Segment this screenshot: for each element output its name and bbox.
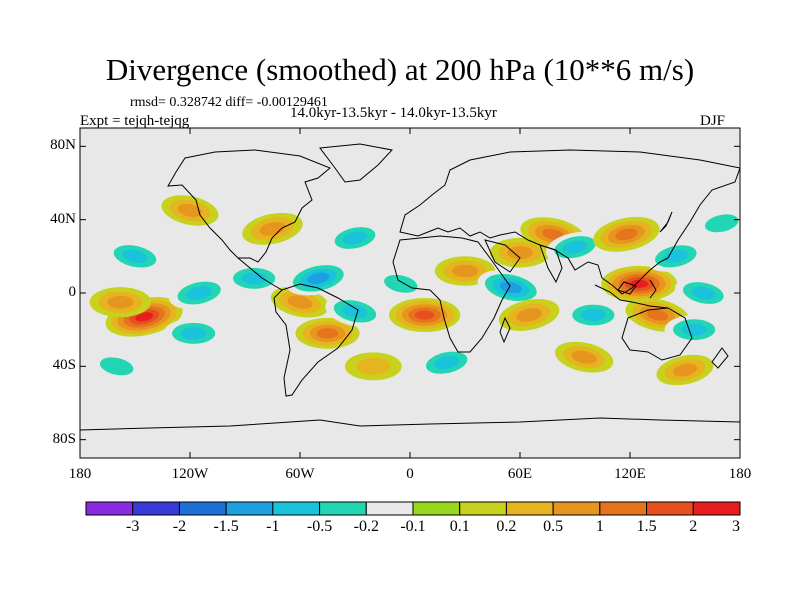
colorbar-swatch bbox=[692, 501, 741, 516]
anomaly-contour bbox=[342, 231, 368, 245]
anomaly-contour bbox=[663, 249, 689, 263]
colorbar-label: 0.2 bbox=[496, 518, 517, 535]
lon-label: 180 bbox=[728, 466, 752, 482]
lon-label: 60W bbox=[285, 466, 315, 482]
colorbar-swatch bbox=[132, 501, 180, 516]
anomaly-contour bbox=[99, 357, 134, 376]
anomaly-contour bbox=[691, 286, 716, 300]
colorbar-label: 2 bbox=[689, 518, 698, 535]
colorbar-label: -2 bbox=[172, 518, 187, 535]
colorbar-swatch bbox=[412, 501, 461, 516]
colorbar-label: 1.5 bbox=[636, 518, 657, 535]
anomaly-contour bbox=[704, 214, 739, 233]
coast-india bbox=[539, 244, 563, 284]
stats-line: rmsd= 0.328742 diff= -0.00129461 bbox=[130, 95, 328, 110]
colorbar-swatch bbox=[646, 501, 694, 516]
axis-ticks bbox=[79, 128, 741, 458]
lon-label: 0 bbox=[406, 466, 414, 482]
figure-title: Divergence (smoothed) at 200 hPa (10**6 … bbox=[105, 52, 695, 87]
coast-north-america bbox=[167, 149, 331, 263]
colorbar-swatch bbox=[272, 501, 321, 516]
season-label: DJF bbox=[700, 113, 726, 129]
colorbar-label: 0.5 bbox=[543, 518, 564, 535]
colorbar-swatch bbox=[365, 501, 414, 516]
anomaly-contour bbox=[414, 310, 435, 320]
coast-new-zealand bbox=[711, 347, 729, 369]
colorbar-swatch bbox=[459, 501, 507, 516]
anomaly-field bbox=[88, 195, 740, 386]
colorbar-label: -3 bbox=[126, 518, 140, 535]
lat-label: 40S bbox=[52, 357, 76, 374]
experiment-line: Expt = tejqh-tejqg bbox=[80, 113, 190, 129]
anomaly-contour bbox=[107, 295, 134, 309]
anomaly-contour bbox=[672, 363, 698, 377]
anomaly-contour bbox=[122, 249, 148, 264]
colorbar-label: 3 bbox=[732, 518, 740, 535]
coast-australia bbox=[621, 307, 693, 361]
colorbar-label: -0.2 bbox=[353, 518, 379, 535]
colorbar-label: -1 bbox=[266, 518, 280, 535]
anomaly-contour bbox=[342, 304, 368, 319]
coastlines bbox=[80, 143, 740, 431]
coast-arabia bbox=[484, 239, 521, 273]
period-line: 14.0kyr-13.5kyr - 14.0kyr-13.5kyr bbox=[290, 105, 497, 121]
anomaly-contour bbox=[580, 308, 607, 322]
coast-madagascar bbox=[499, 316, 511, 344]
anomaly-contour bbox=[434, 356, 460, 370]
lat-label: 80S bbox=[52, 430, 76, 447]
anomaly-contour bbox=[615, 228, 638, 241]
coast-eurasia bbox=[399, 149, 740, 295]
anomaly-contour bbox=[499, 281, 522, 294]
anomaly-contour bbox=[646, 309, 669, 321]
anomaly-contour bbox=[384, 274, 418, 293]
coast-japan bbox=[659, 211, 673, 233]
anomaly-contour bbox=[177, 204, 203, 217]
anomaly-contour bbox=[135, 312, 154, 322]
coast-south-america bbox=[273, 283, 359, 397]
anomaly-contour bbox=[507, 246, 533, 259]
coast-africa bbox=[392, 235, 511, 353]
anomaly-contour bbox=[571, 350, 597, 364]
colorbar bbox=[85, 501, 741, 516]
colorbar-label: 0.1 bbox=[449, 518, 470, 535]
colorbar-swatch bbox=[225, 501, 274, 516]
colorbar-label: -1.5 bbox=[213, 518, 239, 535]
lon-label: 120E bbox=[614, 466, 646, 482]
anomaly-contour bbox=[180, 327, 207, 340]
anomaly-contour bbox=[186, 286, 213, 300]
lon-label: 60E bbox=[507, 466, 533, 482]
colorbar-label: 1 bbox=[595, 518, 604, 535]
anomaly-contour bbox=[356, 357, 391, 375]
anomaly-contour bbox=[452, 264, 478, 278]
coast-greenland bbox=[319, 143, 393, 183]
anomaly-contour bbox=[287, 295, 313, 309]
coast-antarctica bbox=[80, 417, 740, 431]
anomaly-contour bbox=[516, 308, 543, 322]
anomaly-contour bbox=[241, 272, 267, 285]
lat-label: 80N bbox=[50, 137, 76, 154]
colorbar-swatch bbox=[505, 501, 554, 516]
anomaly-contour bbox=[316, 328, 339, 339]
lat-label: 40N bbox=[50, 210, 76, 227]
anomaly-contour bbox=[542, 228, 564, 241]
anomaly-contour bbox=[307, 272, 330, 285]
lon-label: 120W bbox=[171, 466, 209, 482]
colorbar-label: -0.1 bbox=[400, 518, 426, 535]
coast-indonesia bbox=[594, 279, 669, 309]
colorbar-swatch bbox=[178, 501, 227, 516]
coast-central-america bbox=[237, 257, 283, 291]
colorbar-swatch bbox=[319, 501, 367, 516]
colorbar-label: -0.5 bbox=[306, 518, 333, 535]
colorbar-swatch bbox=[599, 501, 648, 516]
colorbar-swatch bbox=[552, 501, 601, 516]
anomaly-contour bbox=[681, 323, 707, 336]
lat-label: 0 bbox=[68, 284, 77, 300]
anomaly-contour bbox=[259, 221, 286, 236]
colorbar-swatch bbox=[85, 501, 134, 516]
anomaly-contour bbox=[562, 240, 588, 254]
lon-label: 180 bbox=[68, 466, 92, 482]
